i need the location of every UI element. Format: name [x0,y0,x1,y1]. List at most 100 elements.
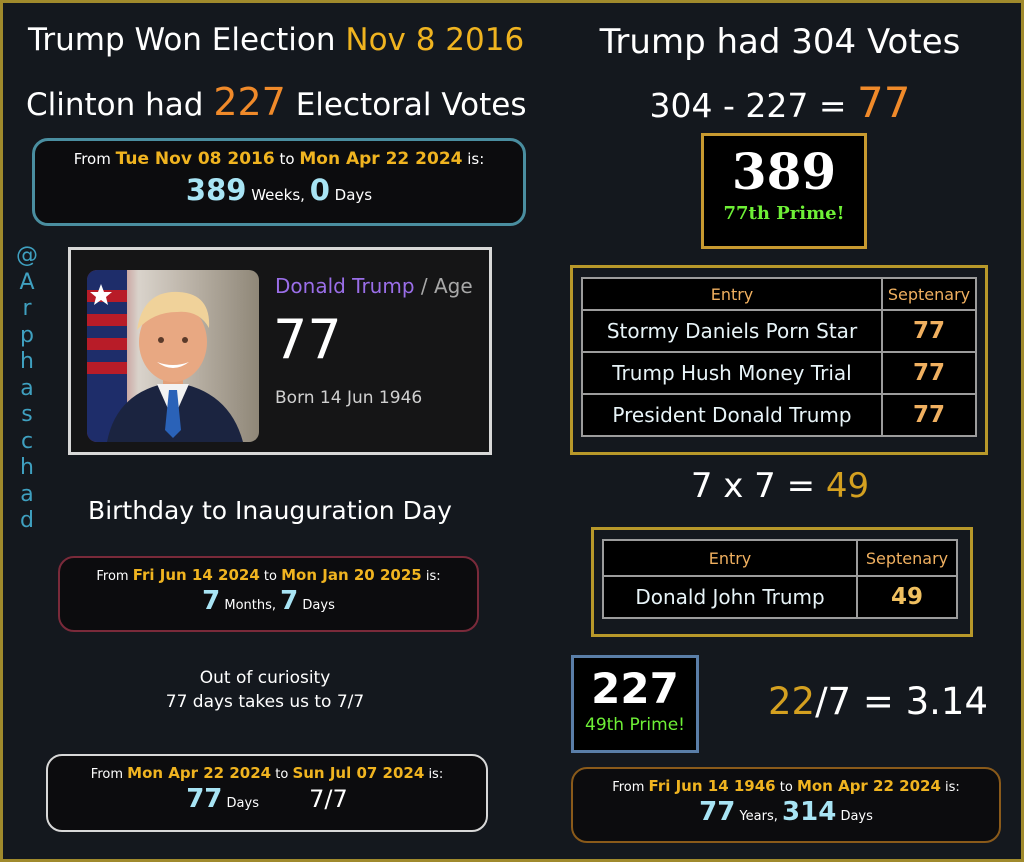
date-calc-box-birthday: From Fri Jun 14 2024 to Mon Jan 20 2025 … [58,556,479,632]
value-cell: 77 [881,393,977,437]
entry-cell: Stormy Daniels Porn Star [581,309,883,353]
age-label: / Age [414,274,473,298]
end-date: Mon Apr 22 2024 [299,149,463,169]
age-value: 77 [273,308,342,371]
headline-clinton-prefix: Clinton had [26,87,204,123]
handle-char: c [20,428,34,454]
table-row: Stormy Daniels Porn Star 77 [581,309,977,353]
prime-box-227: 227 49th Prime! [571,655,699,753]
is-label: is: [425,569,441,584]
equation-pi: 22/7 = 3.14 [768,680,988,723]
table-header-entry: Entry [602,539,858,577]
headline-election: Trump Won Election Nov 8 2016 [28,22,524,58]
section-subtitle: Birthday to Inauguration Day [88,496,452,525]
portrait-icon [87,270,243,442]
to-label: to [275,767,289,782]
weeks-value: 389 [185,173,247,207]
handle-char: r [22,296,32,321]
equation-text: 7 x 7 = [690,466,816,506]
septenary-table-1-frame [570,265,988,455]
months-unit: Months, [224,598,277,613]
years-value: 77 [699,797,736,827]
prime-number: 227 [591,664,679,713]
days-unit: Days [334,186,373,204]
clinton-votes: 227 [213,80,286,124]
value-cell: 77 [881,309,977,353]
equation-rest: /7 = 3.14 [815,680,989,723]
curiosity-line-1: Out of curiosity [199,668,331,688]
from-label: From [73,150,111,168]
handle-char: A [19,269,35,295]
table-row: Trump Hush Money Trial 77 [581,351,977,395]
value-cell: 77 [881,351,977,395]
septenary-table-1: Entry Septenary Stormy Daniels Porn Star… [581,277,977,437]
card-title: Donald Trump / Age [275,274,473,298]
equation-result: 49 [825,466,870,506]
prime-number: 389 [731,142,837,201]
handle-char: h [20,455,34,480]
equation-result: 77 [857,78,911,127]
entry-cell: Donald John Trump [602,575,858,619]
prime-label: 77th Prime! [723,203,845,224]
end-date: Mon Apr 22 2024 [796,777,941,795]
days-unit: Days [226,796,259,811]
date-7-7: 7/7 [309,785,348,813]
handle-char: d [20,508,34,533]
handle-char: @ [16,243,38,268]
end-date: Sun Jul 07 2024 [292,764,425,782]
birth-date: Born 14 Jun 1946 [275,388,423,408]
date-calc-box-election: From Tue Nov 08 2016 to Mon Apr 22 2024 … [32,138,526,226]
headline-trump-votes: Trump had 304 Votes [599,22,961,62]
handle-char: a [20,481,34,507]
curiosity-line-2: 77 days takes us to 7/7 [165,692,365,712]
start-date: Fri Jun 14 1946 [648,777,776,795]
days-value: 77 [186,784,223,814]
author-handle: @ A r p h a s c h a d [16,243,38,535]
election-date: Nov 8 2016 [345,22,525,58]
value-cell: 49 [856,575,958,619]
days-value: 7 [280,586,299,616]
days-value: 0 [309,173,330,207]
is-label: is: [467,150,485,168]
months-value: 7 [202,586,221,616]
years-unit: Years, [739,809,778,824]
from-label: From [90,767,123,782]
is-label: is: [428,767,444,782]
days-unit: Days [840,809,873,824]
equation-text: 304 - 227 = [649,86,847,125]
handle-char: h [20,349,34,374]
prime-label: 49th Prime! [585,715,685,735]
start-date: Fri Jun 14 2024 [132,566,260,584]
handle-char: s [21,402,33,427]
septenary-table-2: Entry Septenary Donald John Trump 49 [602,539,958,619]
days-value: 314 [782,797,837,827]
handle-char: p [20,322,34,348]
headline-clinton-suffix: Electoral Votes [295,87,527,123]
to-label: to [279,150,295,168]
entry-cell: Trump Hush Money Trial [581,351,883,395]
table-header-entry: Entry [581,277,883,311]
is-label: is: [945,780,960,795]
profile-card: Donald Trump / Age 77 Born 14 Jun 1946 [68,247,492,455]
table-header-septenary: Septenary [881,277,977,311]
from-label: From [612,780,645,795]
date-calc-box-lifespan: From Fri Jun 14 1946 to Mon Apr 22 2024 … [571,767,1001,843]
days-unit: Days [302,598,335,613]
date-calc-box-curiosity: From Mon Apr 22 2024 to Sun Jul 07 2024 … [46,754,488,832]
handle-char: a [20,375,34,401]
equation-7x7: 7 x 7 = 49 [590,466,970,506]
table-row: President Donald Trump 77 [581,393,977,437]
equation-304-227: 304 - 227 = 77 [570,78,990,127]
end-date: Mon Jan 20 2025 [281,566,422,584]
portrait-photo [87,270,259,442]
septenary-table-2-frame [591,527,973,637]
table-row: Donald John Trump 49 [602,575,958,619]
headline-clinton: Clinton had 227 Electoral Votes [26,80,527,124]
from-label: From [96,569,129,584]
to-label: to [263,569,277,584]
person-name: Donald Trump [275,274,415,298]
headline-election-text: Trump Won Election [28,22,336,58]
entry-cell: President Donald Trump [581,393,883,437]
prime-box-389: 389 77th Prime! [701,133,867,249]
